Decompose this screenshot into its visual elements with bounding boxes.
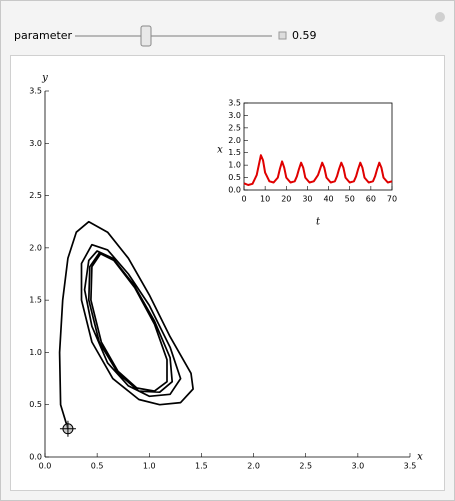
x-tick-label: 30 — [302, 195, 312, 204]
x-tick-label: 1.0 — [143, 462, 156, 471]
control-label: parameter — [14, 29, 73, 42]
expand-button[interactable] — [278, 31, 287, 40]
x-tick-label: 60 — [366, 195, 376, 204]
y-tick-label: 2.0 — [228, 136, 241, 145]
x-tick-label: 2.0 — [247, 462, 260, 471]
x-axis-label: x — [417, 452, 423, 463]
y-tick-label: 1.0 — [29, 348, 42, 357]
trajectory — [58, 220, 194, 430]
y-tick-label: 3.5 — [228, 99, 241, 108]
x-tick-label: 3.0 — [351, 462, 364, 471]
slider-thumb[interactable] — [140, 25, 152, 47]
x-tick-label: 1.5 — [195, 462, 208, 471]
options-button[interactable] — [435, 12, 445, 22]
y-tick-label: 0.0 — [29, 453, 42, 462]
x-tick-label: 50 — [345, 195, 355, 204]
x-tick-label: 10 — [260, 195, 270, 204]
x-axis-label: t — [316, 217, 321, 228]
y-axis-label: x — [217, 145, 223, 156]
plots: 0.0 0.5 1.0 1.5 2.0 2.5 3.0 3.5 0.0 0.5 1.0 1.5 2.0 2… — [29, 73, 423, 471]
y-tick-label: 2.0 — [29, 243, 42, 252]
y-tick-label: 0.0 — [228, 186, 241, 195]
x-tick-label: 0.5 — [91, 462, 104, 471]
y-tick-label: 2.5 — [29, 191, 42, 200]
y-tick-label: 0.5 — [228, 173, 241, 182]
y-axis-label: y — [41, 73, 48, 84]
trajectory — [243, 154, 393, 186]
x-tick-label: 20 — [281, 195, 291, 204]
x-tick-label: 3.5 — [404, 462, 417, 471]
y-tick-label: 0.5 — [29, 400, 42, 409]
x-tick-label: 2.5 — [299, 462, 312, 471]
x-tick-label: 0.0 — [39, 462, 52, 471]
x-tick-label: 40 — [323, 195, 333, 204]
slider-track[interactable] — [75, 35, 272, 37]
locator[interactable] — [59, 420, 76, 437]
x-tick-label: 70 — [387, 195, 397, 204]
y-tick-label: 1.0 — [228, 161, 241, 170]
y-tick-label: 3.0 — [228, 111, 241, 120]
y-tick-label: 3.5 — [29, 87, 42, 96]
y-tick-label: 3.0 — [29, 139, 42, 148]
y-tick-label: 2.5 — [228, 123, 241, 132]
y-tick-label: 1.5 — [29, 296, 42, 305]
y-tick-label: 1.5 — [228, 148, 241, 157]
x-tick-label: 0 — [241, 195, 246, 204]
control-value: 0.59 — [292, 29, 317, 42]
